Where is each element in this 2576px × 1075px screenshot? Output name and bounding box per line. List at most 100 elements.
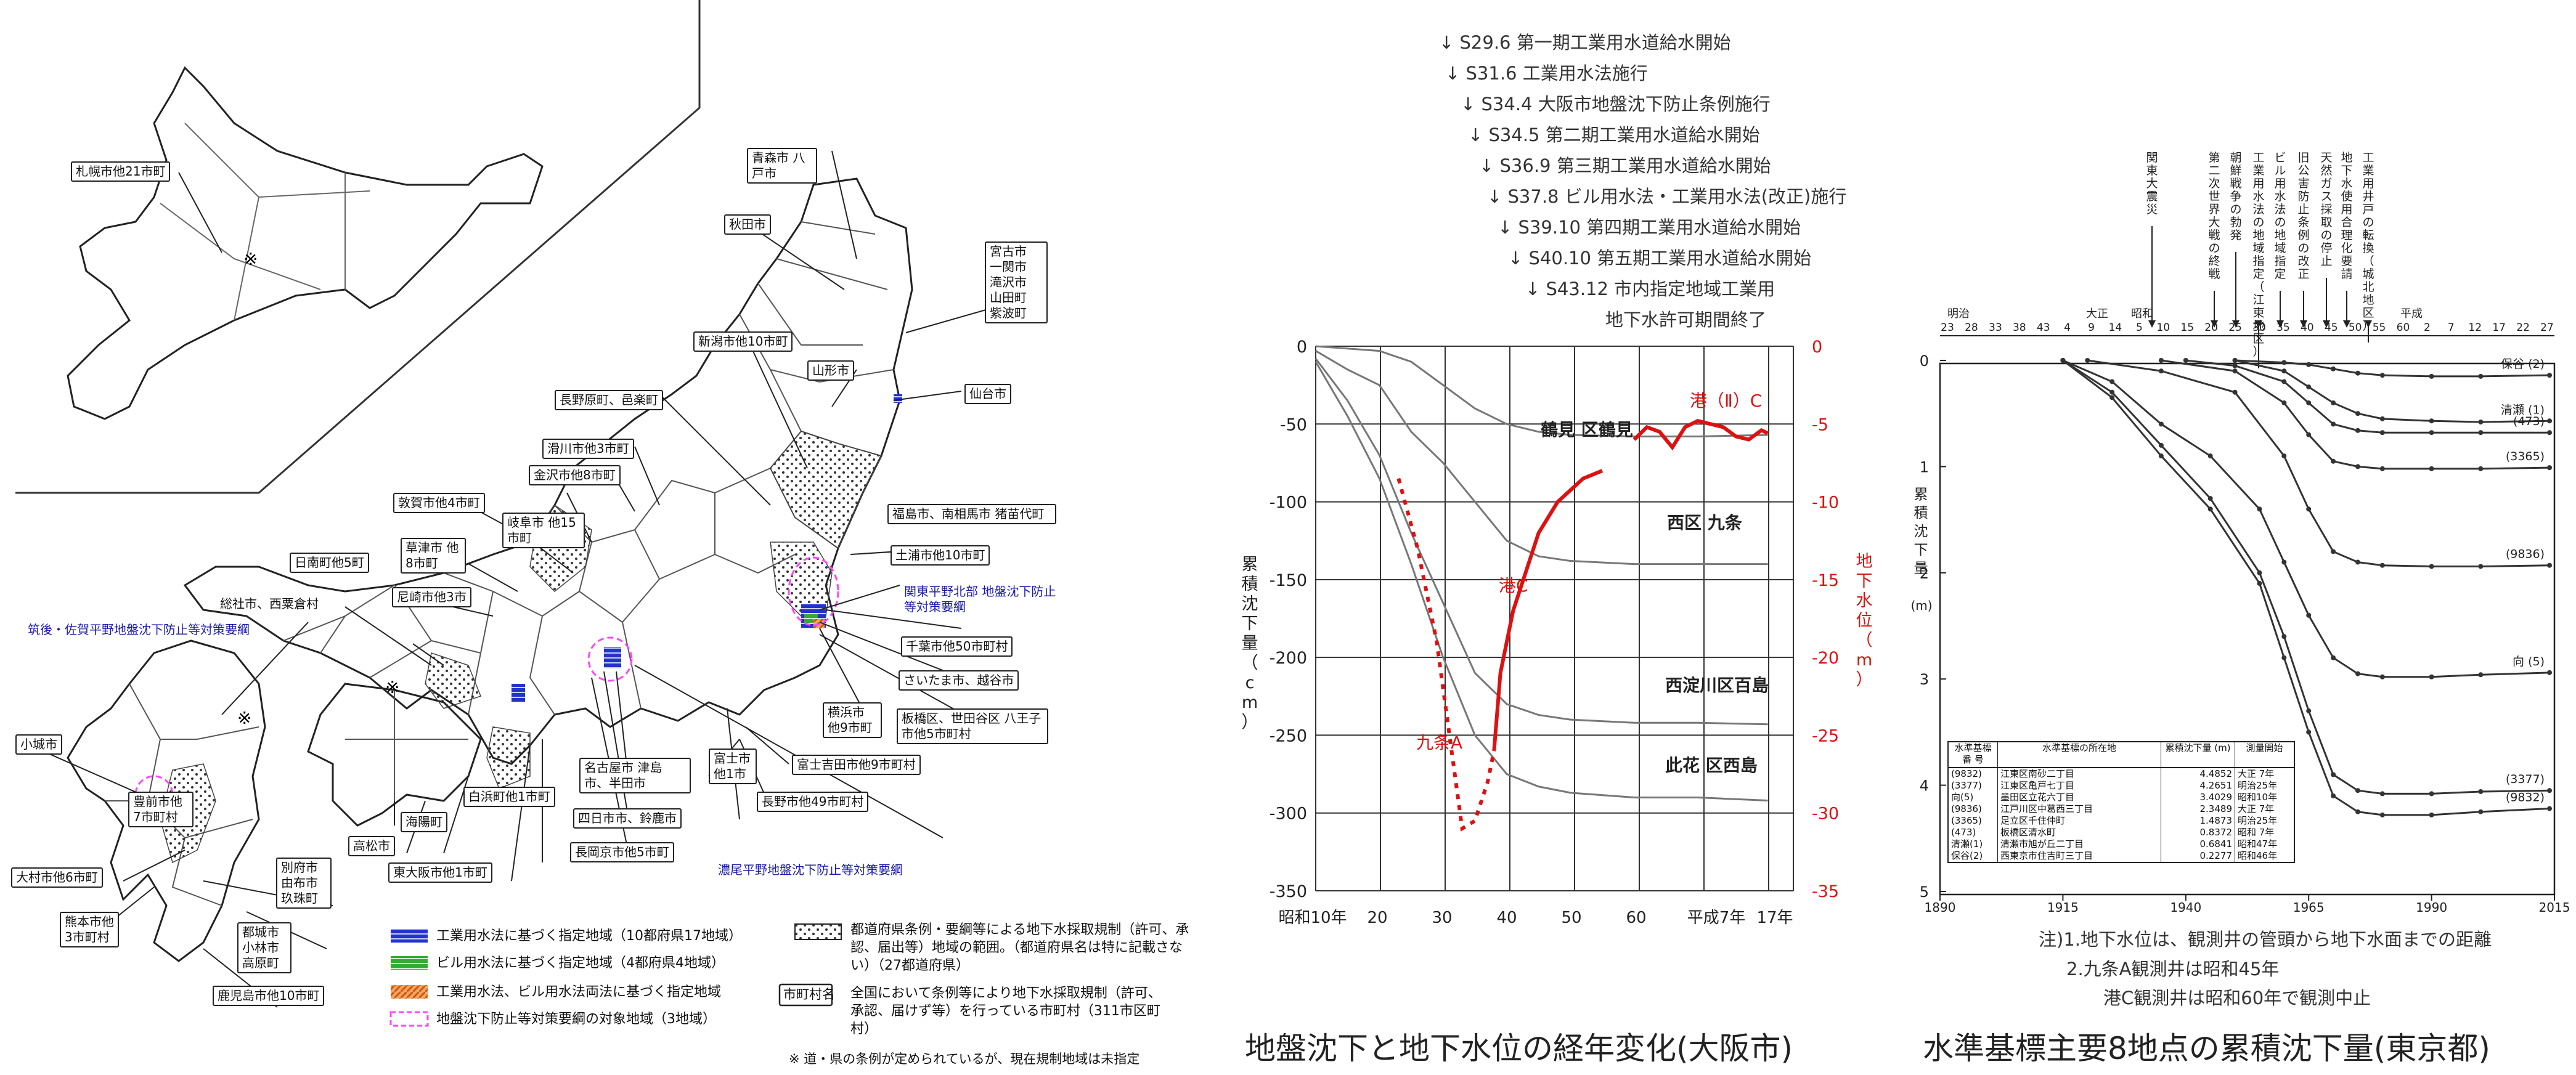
tokyo-series-point bbox=[2331, 549, 2336, 554]
tokyo-event-char: 城 bbox=[2362, 267, 2374, 281]
tokyo-series-point bbox=[2478, 419, 2484, 424]
tokyo-series-point bbox=[2232, 368, 2238, 374]
map-label: 長野市他49市町村 bbox=[757, 792, 869, 812]
tokyo-series-point bbox=[2281, 634, 2287, 639]
tokyo-event-char: 東 bbox=[2146, 164, 2158, 177]
tokyo-event-char: 用 bbox=[2274, 177, 2286, 190]
tokyo-era-tick-label: 4 bbox=[2064, 322, 2071, 334]
osaka-ylabel-char: 量 bbox=[1242, 634, 1258, 653]
tokyo-series-point bbox=[2355, 809, 2360, 814]
map-label: 都城市 小林市 高原町 bbox=[237, 922, 291, 973]
tokyo-event-char: 用 bbox=[2362, 177, 2374, 190]
map-label: 金沢市他8市町 bbox=[529, 465, 621, 485]
osaka-y2tick-label: -25 bbox=[1812, 726, 1839, 745]
tokyo-event-char: 法 bbox=[2274, 203, 2286, 216]
osaka-ytick-label: -300 bbox=[1270, 805, 1307, 824]
tokyo-series-point bbox=[2355, 671, 2360, 676]
osaka-y2tick-label: -5 bbox=[1812, 415, 1828, 434]
legend-text-industry: 工業用水法に基づく指定地域（10都府県17地域） bbox=[436, 928, 742, 944]
tokyo-table-cell: 4.4852 bbox=[2161, 768, 2235, 780]
tokyo-era-tick-label: 10 bbox=[2156, 322, 2170, 334]
tokyo-event-char: 江 bbox=[2252, 293, 2264, 307]
tokyo-table-row: (9836) 江戸川区中葛西三丁目 2.3489 大正 7年 bbox=[1949, 803, 2294, 815]
tokyo-table-cell: 江東区南砂二丁目 bbox=[1998, 768, 2161, 780]
countermeasure-area-kanto bbox=[788, 556, 839, 627]
tokyo-series-point bbox=[2478, 466, 2484, 471]
legend-swatch-industry bbox=[391, 929, 428, 943]
osaka-xtick-label: 40 bbox=[1496, 909, 1517, 927]
tokyo-series-label: (9832) bbox=[2506, 791, 2545, 805]
osaka-ytick-label: -200 bbox=[1270, 649, 1307, 668]
designated-area-sendai-blue bbox=[894, 394, 902, 403]
tokyo-table-cell: (3365) bbox=[1949, 815, 1998, 827]
tokyo-event-char: 戦 bbox=[2230, 177, 2241, 190]
tokyo-event-char: 防 bbox=[2297, 190, 2309, 203]
osaka-series-line bbox=[1314, 361, 1768, 802]
osaka-event-item: ↓ S29.6 第一期工業用水道給水開始 bbox=[1439, 32, 1731, 53]
tokyo-series-point bbox=[2379, 812, 2385, 817]
tokyo-note-2: 2.九条A観測井は昭和45年 bbox=[2066, 959, 2280, 980]
osaka-event-item: ↓ S40.10 第五期工業用水道給水開始 bbox=[1508, 248, 1812, 269]
map-label: 岐阜市 他15市町 bbox=[502, 513, 585, 548]
osaka-event-item: ↓ S37.8 ビル用水法・工業用水法(改正)施行 bbox=[1487, 186, 1847, 207]
tokyo-event-char: ） bbox=[2362, 319, 2374, 333]
tokyo-event-char: 朝 bbox=[2230, 151, 2241, 164]
map-label-nobi-plan: 濃尾平野地盤沈下防止等対策要綱 bbox=[718, 862, 903, 877]
osaka-y2tick-label: -35 bbox=[1812, 882, 1839, 901]
osaka-ytick-label: -50 bbox=[1280, 415, 1307, 434]
osaka-y2tick-label: -30 bbox=[1812, 805, 1839, 824]
tokyo-series-point bbox=[2207, 496, 2213, 501]
map-footnote: ※ 道・県の条例が定められているが、現在規制地域は未指定 bbox=[789, 1052, 1140, 1066]
tokyo-event-char: 停 bbox=[2320, 241, 2332, 255]
tokyo-event-char: 理 bbox=[2341, 229, 2352, 242]
tokyo-series-point bbox=[2158, 421, 2164, 427]
osaka-series-line bbox=[1315, 350, 1768, 566]
osaka-series-line bbox=[1314, 358, 1768, 726]
tokyo-era-tick-label: 20 bbox=[2204, 322, 2218, 334]
tokyo-series-label: 清瀬 (1) bbox=[2501, 403, 2545, 416]
osaka-xtick-label: 50 bbox=[1561, 909, 1581, 927]
map-label: 白浜町他1市町 bbox=[463, 787, 555, 807]
legend-text-countermeasure: 地盤沈下防止等対策要綱の対象地域（3地域） bbox=[436, 1012, 716, 1027]
tokyo-table-cell: 大正 7年 bbox=[2238, 803, 2275, 814]
tokyo-event-char: 請 bbox=[2341, 267, 2352, 281]
kinki-mark: ※ bbox=[385, 677, 399, 697]
tokyo-event-char: 区 bbox=[2252, 332, 2264, 346]
map-label: 板橋区、世田谷区 八王子市他5市町村 bbox=[897, 708, 1048, 744]
legend-text-municipal: 全国において条例等により地下水採取規制（許可、承認、届けず等）を行っている市町村… bbox=[850, 986, 1162, 1037]
tokyo-series-point bbox=[2306, 729, 2312, 735]
tokyo-series-label: 向 (5) bbox=[2513, 655, 2545, 668]
tokyo-event-arrowhead bbox=[2148, 320, 2156, 328]
tokyo-era-tick-label: 22 bbox=[2516, 322, 2530, 334]
hokkaido-shape bbox=[67, 66, 544, 420]
osaka-ytick-label: -150 bbox=[1270, 571, 1307, 590]
tokyo-table-cell: 清瀬市旭が丘二丁目 bbox=[1998, 838, 2161, 850]
countermeasure-area-nobi bbox=[587, 636, 633, 682]
tokyo-series-point bbox=[2355, 370, 2360, 376]
osaka-series-line bbox=[1632, 419, 1769, 451]
tokyo-series-point bbox=[2379, 791, 2385, 797]
osaka-chart-title: 地盤沈下と地下水位の経年変化(大阪市) bbox=[1245, 1031, 1793, 1066]
tokyo-series-line bbox=[2235, 359, 2550, 378]
tokyo-series-point bbox=[2478, 430, 2484, 436]
tokyo-series-line bbox=[2062, 359, 2550, 678]
tokyo-series-point bbox=[2429, 466, 2434, 471]
tokyo-series-line bbox=[2161, 359, 2550, 470]
tokyo-table-cell: 明治25年 bbox=[2238, 815, 2278, 826]
tokyo-series-point bbox=[2306, 612, 2312, 618]
tokyo-era-tick-label: 7 bbox=[2448, 322, 2455, 334]
tokyo-table-cell: 明治25年 bbox=[2238, 780, 2278, 791]
tokyo-ytick-label: 0 bbox=[1920, 352, 1929, 370]
tokyo-table-cell: 保谷(2) bbox=[1949, 850, 1998, 862]
tokyo-event-char: （ bbox=[2252, 280, 2264, 294]
tokyo-table-row: (473) 板橋区清水町 0.8372 昭和 7年 bbox=[1949, 827, 2294, 838]
tokyo-series-point bbox=[2207, 453, 2213, 459]
dotted-area-tohoku bbox=[770, 431, 882, 550]
tokyo-series-point bbox=[2429, 791, 2434, 797]
tokyo-table-cell: 4.2651 bbox=[2161, 780, 2235, 792]
tokyo-ylabel-char: 量 bbox=[1914, 561, 1928, 577]
osaka-ytick-label: 0 bbox=[1297, 338, 1307, 357]
osaka-series-label: 鶴見 区鶴見 bbox=[1541, 420, 1633, 440]
tokyo-event-char: 然 bbox=[2320, 164, 2332, 177]
tokyo-era-tick-label: 12 bbox=[2468, 322, 2482, 334]
